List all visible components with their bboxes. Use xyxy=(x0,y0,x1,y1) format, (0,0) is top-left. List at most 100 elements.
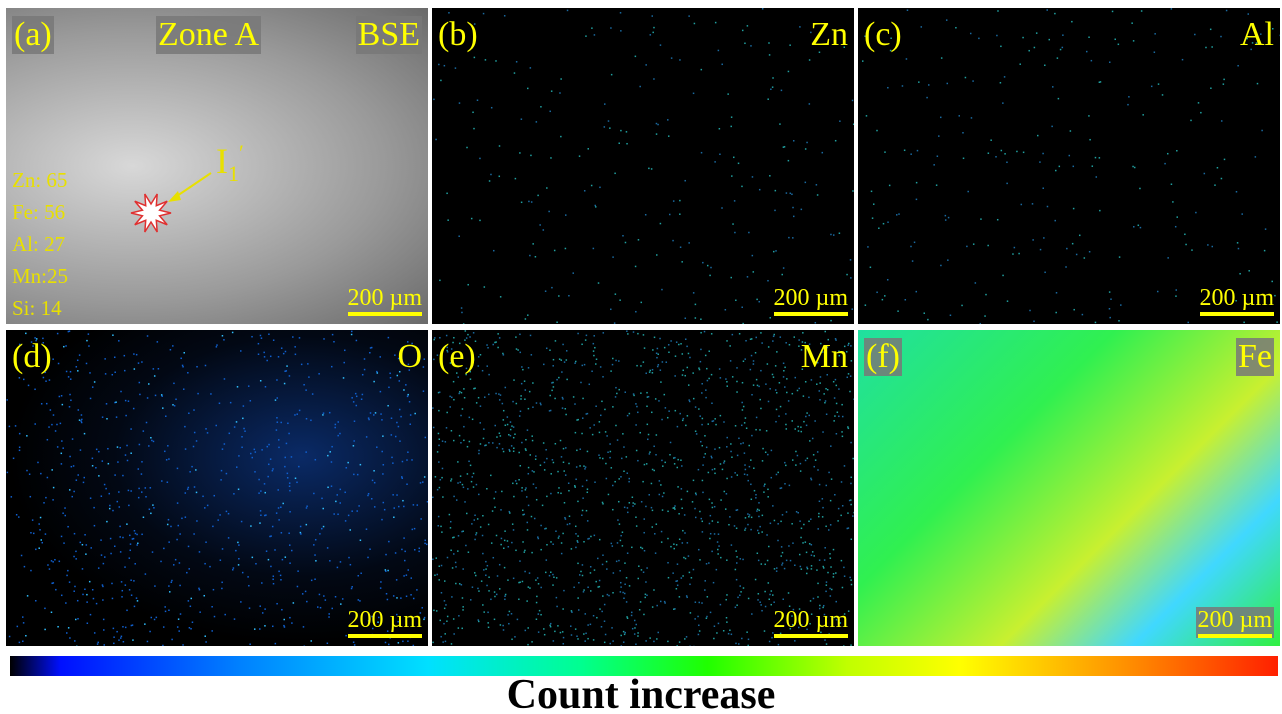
speckle-dot xyxy=(1223,79,1225,81)
speckle-dot xyxy=(185,492,187,494)
speckle-dot xyxy=(726,437,728,439)
speckle-dot xyxy=(593,335,595,337)
speckle-dot xyxy=(553,386,555,388)
speckle-dot xyxy=(162,407,164,409)
speckle-dot xyxy=(576,450,578,452)
speckle-dot xyxy=(973,243,975,245)
speckle-dot xyxy=(306,524,308,526)
speckle-dot xyxy=(519,334,521,336)
speckle-dot xyxy=(558,487,560,489)
speckle-dot xyxy=(490,599,492,601)
speckle-dot xyxy=(535,455,537,457)
speckle-dot xyxy=(657,124,659,126)
speckle-dot xyxy=(520,411,522,413)
speckle-dot xyxy=(540,549,542,551)
speckle-dot xyxy=(86,363,88,365)
speckle-dot xyxy=(488,374,490,376)
speckle-dot xyxy=(620,582,622,584)
speckle-dot xyxy=(168,585,170,587)
speckle-dot xyxy=(1248,13,1250,15)
speckle-dot xyxy=(494,425,496,427)
speckle-dot xyxy=(111,583,113,585)
speckle-dot xyxy=(616,393,618,395)
speckle-dot xyxy=(501,491,503,493)
speckle-dot xyxy=(1065,266,1067,268)
speckle-dot xyxy=(38,547,40,549)
speckle-dot xyxy=(748,445,750,447)
speckle-dot xyxy=(259,522,261,524)
speckle-dot xyxy=(594,205,596,207)
speckle-dot xyxy=(260,510,262,512)
speckle-dot xyxy=(736,528,738,530)
speckle-dot xyxy=(445,641,447,643)
speckle-dot xyxy=(813,466,815,468)
speckle-dot xyxy=(624,584,626,586)
speckle-dot xyxy=(682,575,684,577)
speckle-dot xyxy=(664,394,666,396)
speckle-dot xyxy=(626,143,628,145)
speckle-dot xyxy=(801,568,803,570)
speckle-dot xyxy=(620,540,622,542)
speckle-dot xyxy=(96,449,98,451)
speckle-dot xyxy=(479,158,481,160)
speckle-dot xyxy=(115,401,117,403)
speckle-dot xyxy=(462,408,464,410)
speckle-dot xyxy=(758,510,760,512)
speckle-dot xyxy=(551,382,553,384)
speckle-dot xyxy=(488,442,490,444)
speckle-dot xyxy=(1006,162,1008,164)
speckle-dot xyxy=(162,645,164,646)
speckle-dot xyxy=(150,487,152,489)
speckle-dot xyxy=(92,386,94,388)
speckle-dot xyxy=(704,580,706,582)
speckle-dot xyxy=(670,340,672,342)
speckle-dot xyxy=(1054,13,1056,15)
speckle-dot xyxy=(830,524,832,526)
speckle-dot xyxy=(323,412,325,414)
speckle-dot xyxy=(591,27,593,29)
speckle-dot xyxy=(351,334,353,336)
speckle-dot xyxy=(871,191,873,193)
speckle-dot xyxy=(615,387,617,389)
speckle-dot xyxy=(260,380,262,382)
speckle-dot xyxy=(340,603,342,605)
speckle-dot xyxy=(196,492,198,494)
speckle-dot xyxy=(173,383,175,385)
speckle-dot xyxy=(283,619,285,621)
speckle-dot xyxy=(805,381,807,383)
speckle-dot xyxy=(695,317,697,319)
speckle-dot xyxy=(1109,317,1111,319)
speckle-dot xyxy=(484,286,486,288)
speckle-dot xyxy=(389,373,391,375)
speckle-dot xyxy=(110,538,112,540)
speckle-dot xyxy=(466,147,468,149)
speckle-dot xyxy=(637,412,639,414)
speckle-dot xyxy=(645,594,647,596)
speckle-dot xyxy=(436,610,438,612)
speckle-dot xyxy=(90,497,92,499)
speckle-dot xyxy=(130,428,132,430)
speckle-dot xyxy=(1042,153,1044,155)
speckle-dot xyxy=(211,606,213,608)
speckle-dot xyxy=(1070,130,1072,132)
speckle-dot xyxy=(455,67,457,69)
speckle-dot xyxy=(707,265,709,267)
speckle-dot xyxy=(872,217,874,219)
speckle-dot xyxy=(843,645,845,646)
speckle-dot xyxy=(73,491,75,493)
speckle-dot xyxy=(736,604,738,606)
speckle-dot xyxy=(521,487,523,489)
speckle-dot xyxy=(135,533,137,535)
speckle-dot xyxy=(738,163,740,165)
speckle-dot xyxy=(590,572,592,574)
speckle-dot xyxy=(182,644,184,646)
speckle-dot xyxy=(121,596,123,598)
speckle-dot xyxy=(310,420,312,422)
speckle-dot xyxy=(122,590,124,592)
speckle-dot xyxy=(601,401,603,403)
speckle-dot xyxy=(945,215,947,217)
speckle-dot xyxy=(805,182,807,184)
speckle-dot xyxy=(558,536,560,538)
speckle-dot xyxy=(801,431,803,433)
speckle-dot xyxy=(660,369,662,371)
